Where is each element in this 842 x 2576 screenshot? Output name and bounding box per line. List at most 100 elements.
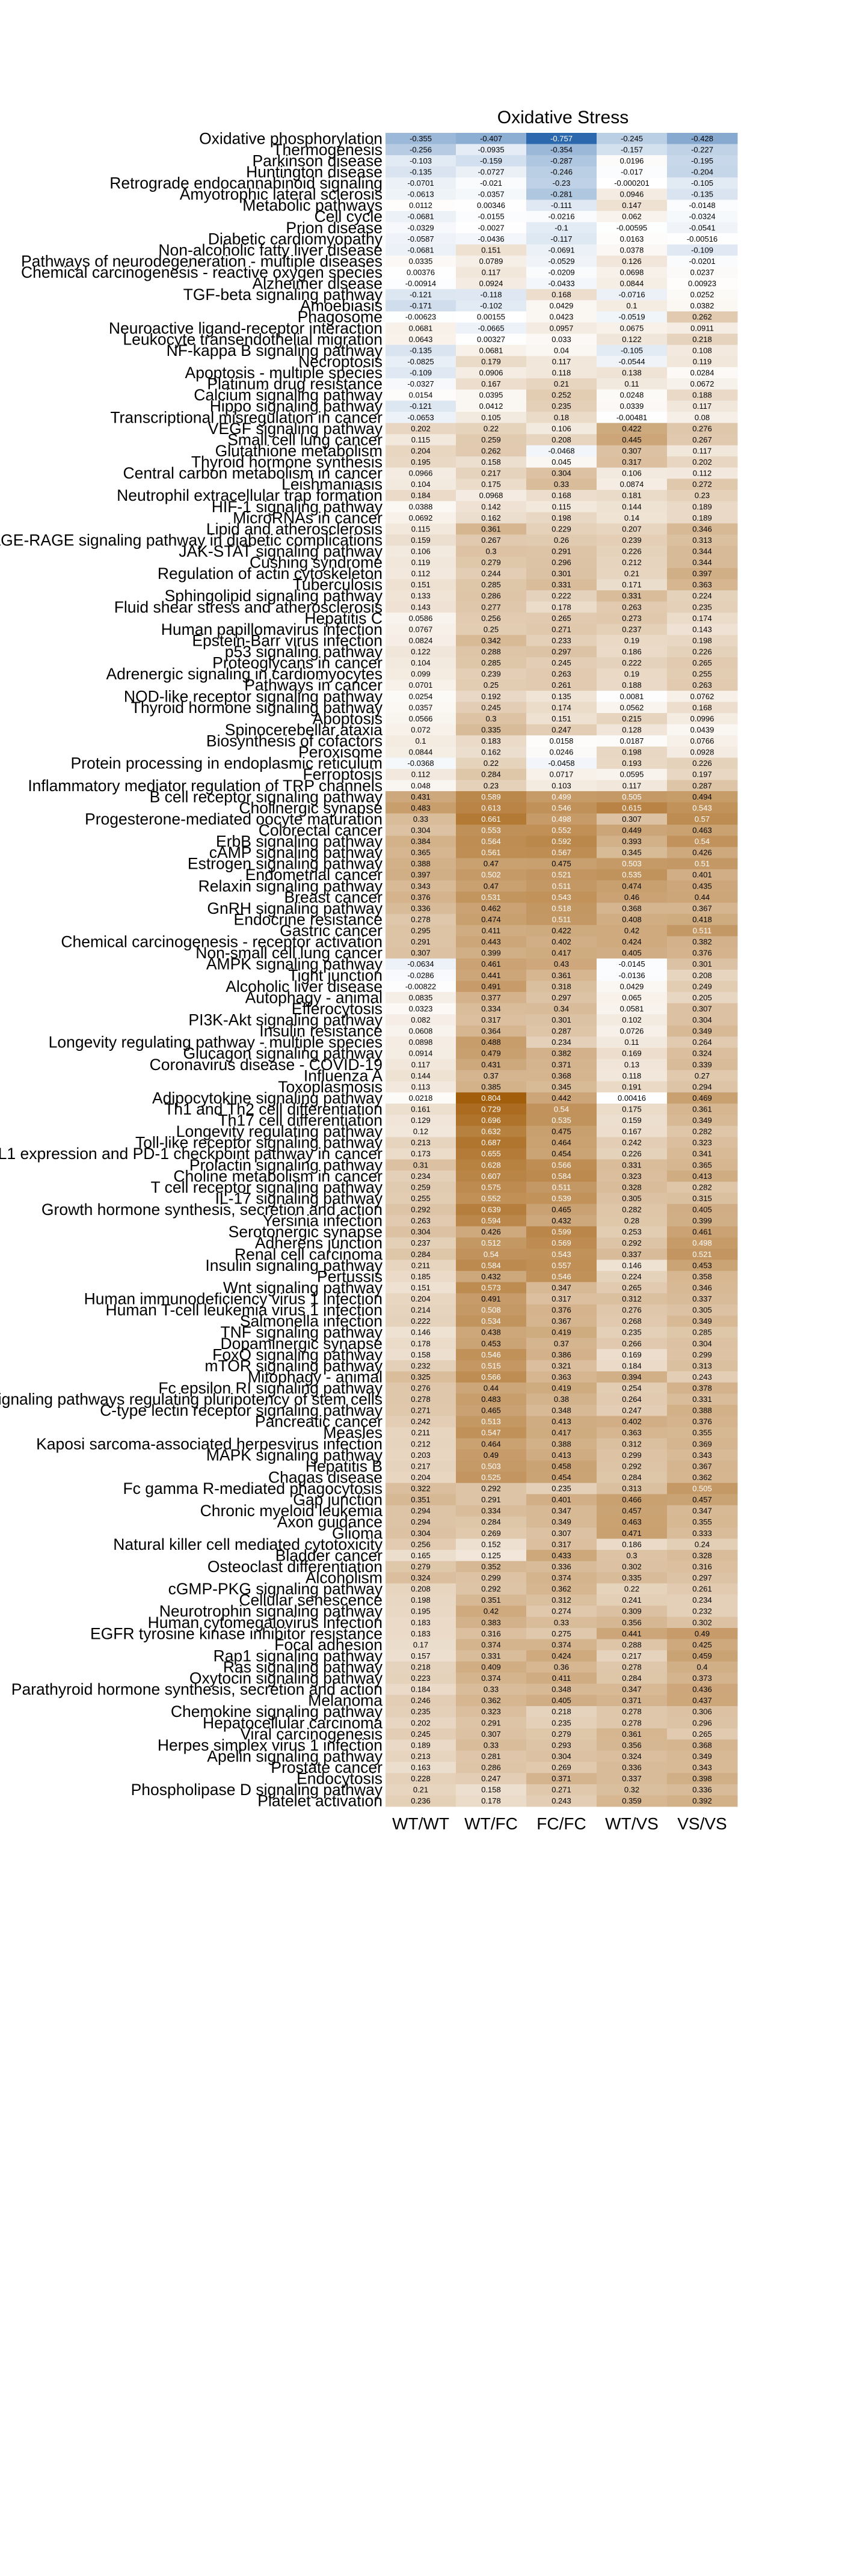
row-label-alcoholism: Alcoholism <box>306 1569 383 1587</box>
heatmap-cell <box>456 1259 527 1271</box>
cell-value-label: -0.287 <box>550 156 573 165</box>
heatmap-cell <box>456 1438 527 1450</box>
cell-value-label: 0.204 <box>411 446 431 455</box>
heatmap-cell <box>667 1550 738 1562</box>
heatmap-cell <box>526 557 597 569</box>
heatmap-cell <box>456 646 527 658</box>
heatmap-cell <box>386 278 456 290</box>
heatmap-cell <box>597 892 668 904</box>
heatmap-cell <box>526 713 597 725</box>
heatmap-cell <box>386 155 456 167</box>
cell-value-label: -0.0727 <box>478 167 504 176</box>
cell-value-label: 0.317 <box>481 1015 501 1024</box>
heatmap-cell <box>597 322 668 334</box>
heatmap-cell <box>386 1795 456 1807</box>
row-labels: Oxidative phosphorylationThermogenesisPa… <box>0 129 383 1810</box>
row-label-sphingolipid-signaling-pathway: Sphingolipid signaling pathway <box>165 587 383 605</box>
heatmap-cell <box>667 1438 738 1450</box>
heatmap-cell <box>667 1561 738 1573</box>
cell-value-label: -0.157 <box>621 145 643 154</box>
heatmap-cell <box>456 590 527 602</box>
cell-value-label: 0.241 <box>622 1595 642 1605</box>
cell-value-label: 0.0675 <box>620 323 644 332</box>
cell-value-label: 0.543 <box>692 803 712 812</box>
heatmap-cell <box>667 1159 738 1171</box>
cell-value-label: 0.274 <box>552 1607 571 1616</box>
cell-value-label: 0.144 <box>622 502 642 511</box>
heatmap-cell <box>386 846 456 858</box>
heatmap-cell <box>667 1761 738 1773</box>
cell-value-label: 0.307 <box>411 949 431 958</box>
row-label-cushing-syndrome: Cushing syndrome <box>250 554 383 572</box>
heatmap-cell <box>667 1404 738 1416</box>
cell-value-label: -0.0216 <box>548 212 574 221</box>
cell-value-label: 0.263 <box>622 602 642 611</box>
heatmap-cell <box>526 1282 597 1294</box>
cell-value-label: 0.356 <box>622 1618 642 1627</box>
heatmap-cell <box>667 1193 738 1205</box>
row-label-proteoglycans-in-cancer: Proteoglycans in cancer <box>212 654 383 672</box>
heatmap-cell <box>456 222 527 234</box>
cell-value-label: 0.411 <box>482 926 501 935</box>
heatmap-cell <box>386 266 456 278</box>
row-label-neutrophil-extracellular-trap-formation: Neutrophil extracellular trap formation <box>117 486 383 504</box>
cell-value-label: 0.235 <box>552 1718 571 1727</box>
heatmap-cell <box>667 479 738 491</box>
heatmap-cell <box>386 545 456 557</box>
heatmap-cell <box>597 300 668 312</box>
cell-value-label: 0.33 <box>484 1685 499 1694</box>
cell-value-label: -0.135 <box>410 346 432 355</box>
cell-value-label: 0.24 <box>695 1540 710 1549</box>
heatmap-cell <box>667 1215 738 1227</box>
heatmap-cell <box>456 133 527 145</box>
heatmap-cell <box>667 1293 738 1305</box>
heatmap-cell <box>386 1538 456 1550</box>
cell-value-label: 0.346 <box>692 524 712 533</box>
row-label-neuroactive-ligand-receptor-interaction: Neuroactive ligand-receptor interaction <box>109 319 383 337</box>
cell-value-label: 0.265 <box>692 658 712 667</box>
cell-value-label: 0.276 <box>622 1306 642 1315</box>
cell-value-label: -0.0357 <box>478 190 504 199</box>
cell-value-label: 0.413 <box>552 1417 571 1426</box>
cell-value-label: -0.0468 <box>548 446 574 455</box>
cell-value-label: 0.474 <box>622 881 642 890</box>
cell-value-label: 0.168 <box>552 290 571 299</box>
cell-value-label: -0.0368 <box>407 759 434 768</box>
row-label-choline-metabolism-in-cancer: Choline metabolism in cancer <box>173 1167 383 1185</box>
heatmap-cell <box>667 992 738 1004</box>
cell-value-label: 0.144 <box>411 1071 431 1080</box>
cell-value-label: 0.632 <box>481 1127 501 1136</box>
heatmap-cell <box>386 1528 456 1540</box>
cell-value-label: 0.21 <box>624 569 639 578</box>
heatmap-cell <box>667 266 738 278</box>
cell-value-label: 0.228 <box>411 1774 431 1783</box>
cell-value-label: 0.212 <box>622 558 642 567</box>
cell-value-label: 0.178 <box>411 1339 431 1348</box>
cell-value-label: 0.42 <box>484 1607 499 1616</box>
cell-value-label: 0.0248 <box>620 391 644 400</box>
heatmap-cell <box>597 367 668 379</box>
cell-value-label: 0.425 <box>692 1640 712 1649</box>
cell-value-label: -0.021 <box>480 179 502 188</box>
row-label-inflammatory-mediator-regulation-of-trp-channels: Inflammatory mediator regulation of TRP … <box>28 777 383 795</box>
cell-value-label: 0.305 <box>692 1306 712 1315</box>
cell-value-label: -0.0436 <box>478 234 504 243</box>
heatmap-cell <box>667 791 738 803</box>
cell-value-label: 0.405 <box>552 1696 571 1705</box>
heatmap-cell <box>386 824 456 836</box>
heatmap-cell <box>386 489 456 501</box>
cell-value-label: 0.0844 <box>409 748 433 757</box>
heatmap-cell <box>526 1561 597 1573</box>
row-label-tnf-signaling-pathway: TNF signaling pathway <box>220 1323 383 1341</box>
row-label-human-t-cell-leukemia-virus-1-infection: Human T-cell leukemia virus 1 infection <box>105 1301 383 1319</box>
heatmap-cell <box>667 679 738 691</box>
heatmap-cell <box>456 1427 527 1439</box>
row-label-breast-cancer: Breast cancer <box>284 888 383 906</box>
cell-value-label: 0.454 <box>552 1149 571 1158</box>
heatmap-cell <box>386 947 456 959</box>
row-label-pi3k-akt-signaling-pathway: PI3K-Akt signaling pathway <box>188 1011 383 1029</box>
cell-value-label: 0.494 <box>692 792 712 801</box>
heatmap-cell <box>456 1237 527 1249</box>
heatmap-cell <box>597 334 668 346</box>
cell-value-label: 0.349 <box>692 1116 712 1125</box>
